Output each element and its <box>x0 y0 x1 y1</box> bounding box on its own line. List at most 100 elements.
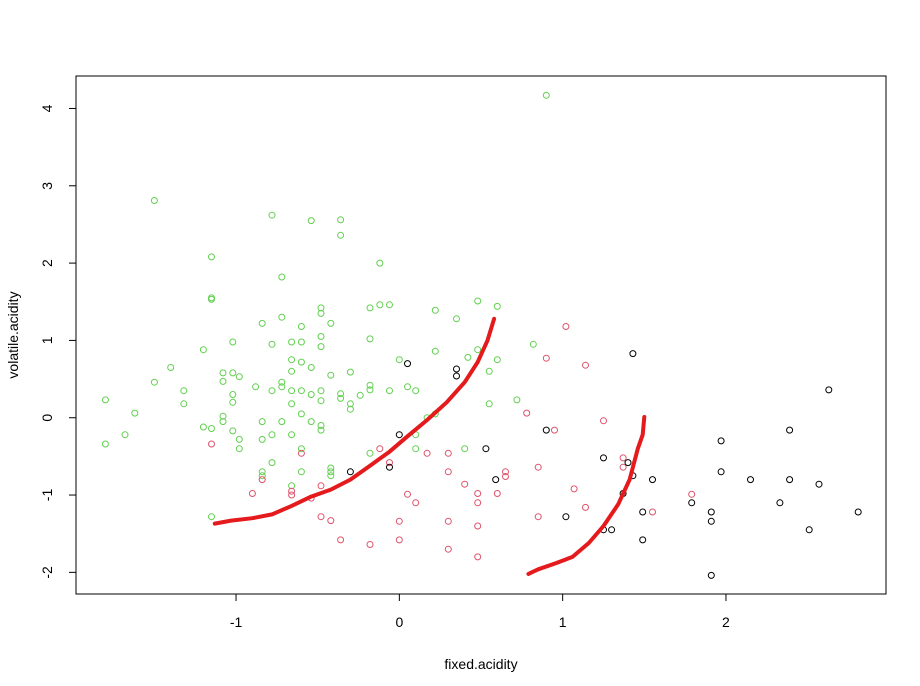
point-series1-13 <box>386 459 393 467</box>
point-series0-103 <box>464 353 472 361</box>
point-series1-39 <box>582 503 589 511</box>
point-series0-91 <box>386 387 393 395</box>
y-tick-label-1: 1 <box>39 336 55 344</box>
plot-box <box>75 75 887 595</box>
point-series1-38 <box>582 361 589 369</box>
point-series0-112 <box>542 91 550 99</box>
point-series0-88 <box>376 259 384 267</box>
point-series0-10 <box>199 423 207 431</box>
point-series1-40 <box>600 417 607 425</box>
curves-layer <box>212 316 647 576</box>
point-series1-11 <box>366 541 374 548</box>
point-series0-58 <box>307 217 315 225</box>
point-series0-101 <box>453 315 460 323</box>
y-axis: -2 -1 0 1 2 3 4 <box>39 104 77 579</box>
point-series1-3 <box>297 449 305 457</box>
point-series1-8 <box>317 513 325 521</box>
point-series0-49 <box>288 431 296 439</box>
point-series1-34 <box>542 354 550 362</box>
point-series0-0 <box>101 396 109 404</box>
point-series0-56 <box>297 445 305 453</box>
point-series0-60 <box>307 391 315 398</box>
point-series0-110 <box>513 396 521 404</box>
point-series0-18 <box>219 412 227 420</box>
point-series0-27 <box>235 445 243 453</box>
point-series1-2 <box>258 476 266 484</box>
point-series0-45 <box>288 356 296 364</box>
point-series0-70 <box>327 319 335 327</box>
point-series2-26 <box>747 476 754 484</box>
point-series2-29 <box>786 476 794 484</box>
point-series0-24 <box>229 427 237 435</box>
point-series0-83 <box>366 304 374 312</box>
point-series1-43 <box>649 508 656 516</box>
point-series0-32 <box>258 468 266 476</box>
point-series0-57 <box>297 468 305 476</box>
point-series0-34 <box>268 211 276 219</box>
x-axis-label: fixed.acidity <box>444 656 517 672</box>
point-series1-17 <box>412 499 420 507</box>
point-series1-36 <box>562 323 570 330</box>
point-series1-12 <box>376 445 384 453</box>
point-series1-7 <box>317 482 325 490</box>
point-series1-42 <box>619 463 627 471</box>
point-series2-6 <box>482 445 490 453</box>
point-series0-68 <box>317 422 325 429</box>
point-series0-5 <box>150 378 158 386</box>
point-series0-80 <box>346 400 354 408</box>
point-series0-92 <box>395 356 403 364</box>
point-series0-28 <box>252 383 260 391</box>
point-series2-8 <box>542 426 550 434</box>
point-series1-16 <box>404 490 411 498</box>
point-series0-77 <box>337 390 345 398</box>
point-series0-67 <box>317 397 325 405</box>
point-series0-85 <box>366 381 374 389</box>
point-series0-1 <box>101 440 109 448</box>
point-series1-15 <box>395 536 403 544</box>
point-series0-20 <box>229 338 237 346</box>
point-series0-19 <box>219 418 227 426</box>
point-series0-7 <box>180 387 188 395</box>
point-series2-10 <box>600 454 607 462</box>
point-series1-29 <box>502 468 509 476</box>
point-series0-38 <box>268 459 276 467</box>
fit-curve-0 <box>212 316 497 526</box>
point-series0-33 <box>258 472 266 480</box>
point-series0-26 <box>235 435 243 443</box>
point-series0-108 <box>493 302 501 310</box>
point-series2-28 <box>786 426 794 434</box>
y-tick-label-4: 4 <box>39 104 55 112</box>
point-series0-96 <box>412 445 420 453</box>
point-series1-10 <box>337 536 345 544</box>
point-series0-40 <box>278 313 286 321</box>
point-series1-24 <box>474 490 482 497</box>
point-series0-86 <box>366 386 374 394</box>
point-series0-65 <box>317 343 325 351</box>
point-series1-5 <box>288 491 296 499</box>
point-series2-7 <box>492 476 500 484</box>
point-series1-27 <box>474 553 482 561</box>
point-series0-30 <box>258 418 266 426</box>
point-series1-1 <box>248 490 256 497</box>
x-tick-label-2: 2 <box>722 614 730 630</box>
point-series1-28 <box>493 490 501 497</box>
point-series1-31 <box>523 409 531 417</box>
point-series0-54 <box>297 387 305 395</box>
point-series0-87 <box>366 449 374 457</box>
point-series0-105 <box>474 346 482 354</box>
point-series0-8 <box>180 400 188 408</box>
point-series0-53 <box>297 358 305 366</box>
fit-curve-1 <box>526 415 647 576</box>
point-series0-2 <box>121 431 129 439</box>
point-series1-30 <box>502 473 509 480</box>
point-series2-23 <box>707 571 715 579</box>
point-series0-90 <box>386 301 393 309</box>
point-series0-16 <box>219 369 227 377</box>
point-series1-0 <box>208 440 215 448</box>
point-series2-20 <box>688 499 696 507</box>
point-series1-20 <box>444 468 452 476</box>
point-series2-1 <box>395 431 403 439</box>
point-series0-94 <box>412 387 420 395</box>
point-series0-41 <box>278 378 286 386</box>
point-series1-21 <box>444 517 452 525</box>
